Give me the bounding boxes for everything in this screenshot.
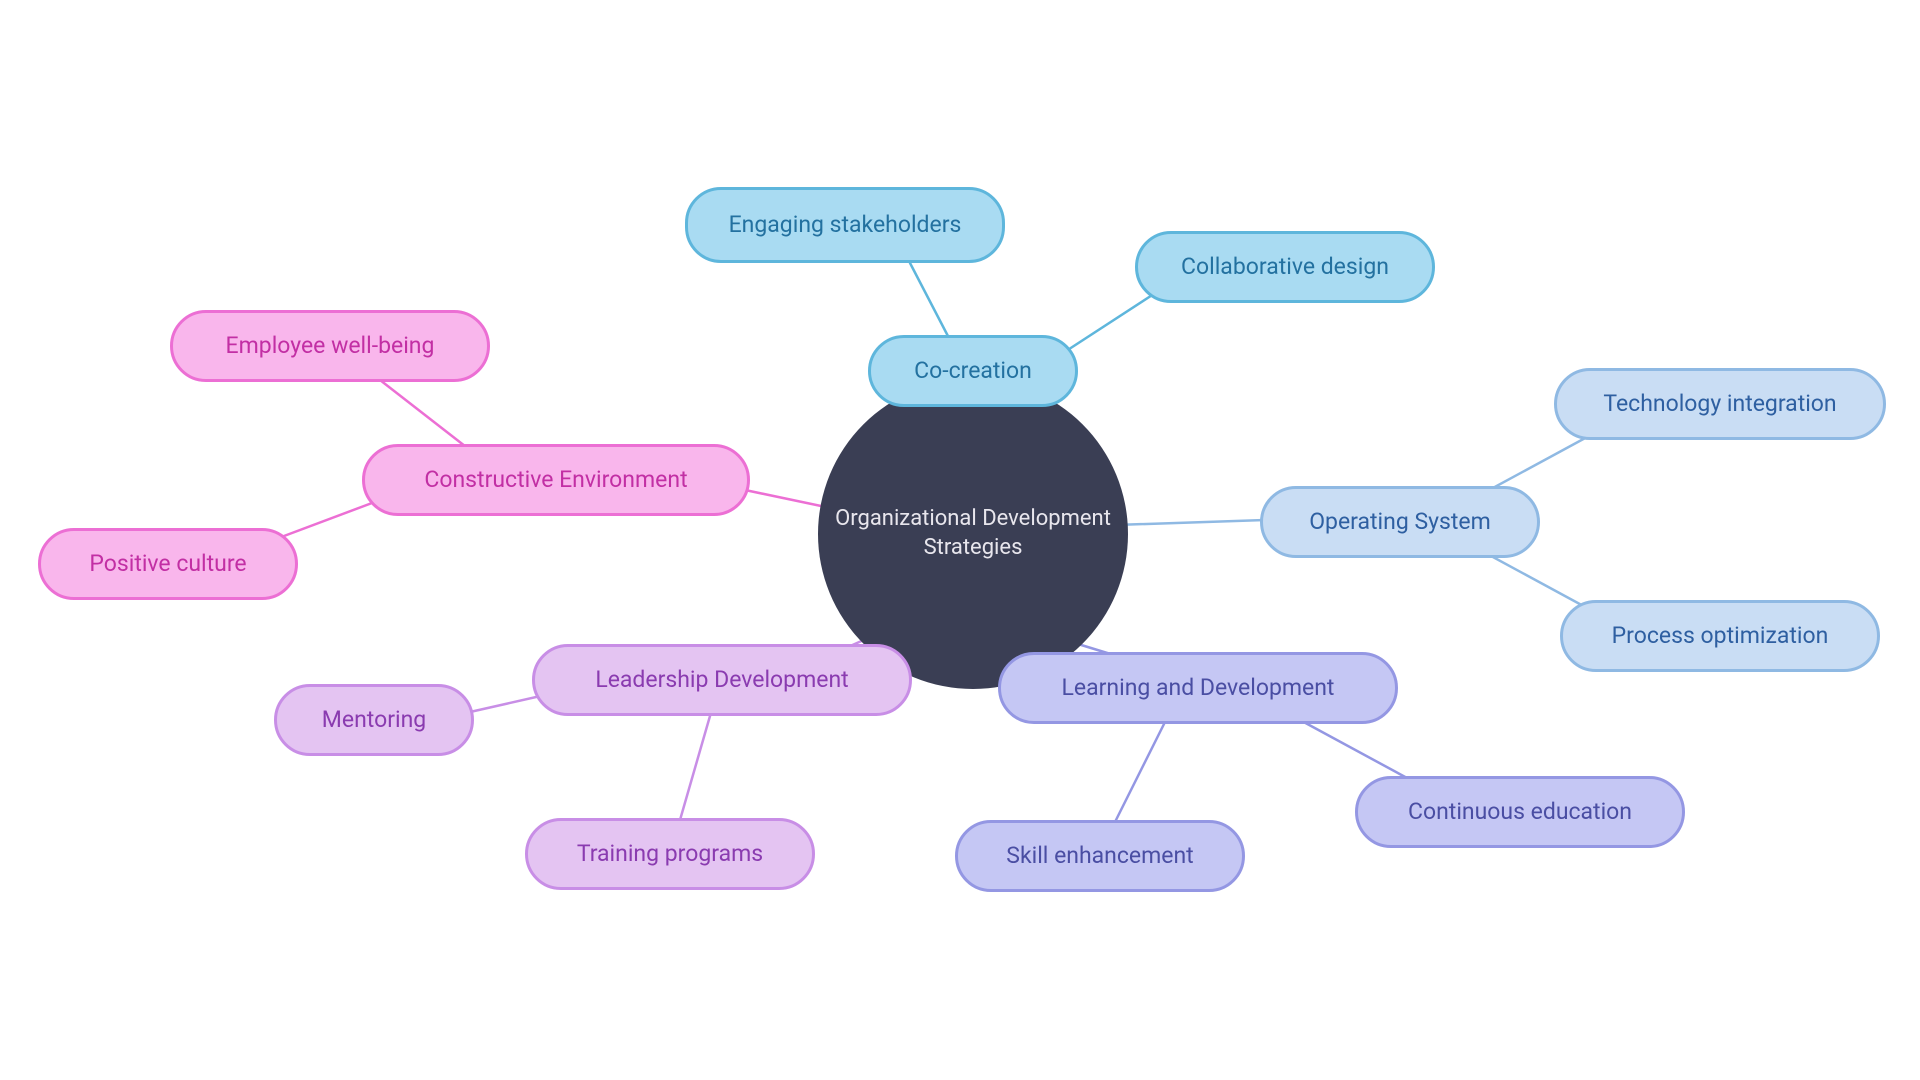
node-label: Process optimization (1612, 621, 1829, 651)
node-mentoring: Mentoring (274, 684, 474, 756)
node-cocreation: Co-creation (868, 335, 1078, 407)
node-collab: Collaborative design (1135, 231, 1435, 303)
center-node: Organizational Development Strategies (818, 379, 1128, 689)
node-label: Operating System (1309, 507, 1491, 537)
node-process: Process optimization (1560, 600, 1880, 672)
node-label: Training programs (577, 839, 763, 869)
node-label: Co-creation (914, 356, 1032, 386)
node-label: Collaborative design (1181, 252, 1389, 282)
node-positive: Positive culture (38, 528, 298, 600)
node-leadership: Leadership Development (532, 644, 912, 716)
node-label: Constructive Environment (424, 465, 687, 495)
node-learning: Learning and Development (998, 652, 1398, 724)
node-label: Learning and Development (1062, 673, 1335, 703)
node-constructive: Constructive Environment (362, 444, 750, 516)
node-wellbeing: Employee well-being (170, 310, 490, 382)
node-operating: Operating System (1260, 486, 1540, 558)
node-training: Training programs (525, 818, 815, 890)
node-label: Continuous education (1408, 797, 1632, 827)
node-stakeholders: Engaging stakeholders (685, 187, 1005, 263)
node-label: Mentoring (322, 705, 426, 735)
node-label: Leadership Development (595, 665, 848, 695)
node-tech: Technology integration (1554, 368, 1886, 440)
mindmap-canvas: Organizational Development Strategies Eng… (0, 0, 1920, 1080)
node-label: Employee well-being (226, 331, 435, 361)
center-label: Organizational Development Strategies (835, 505, 1111, 562)
node-label: Positive culture (89, 549, 246, 579)
node-label: Skill enhancement (1006, 841, 1193, 871)
node-contedu: Continuous education (1355, 776, 1685, 848)
node-label: Technology integration (1603, 389, 1836, 419)
node-skill: Skill enhancement (955, 820, 1245, 892)
node-label: Engaging stakeholders (729, 210, 962, 240)
